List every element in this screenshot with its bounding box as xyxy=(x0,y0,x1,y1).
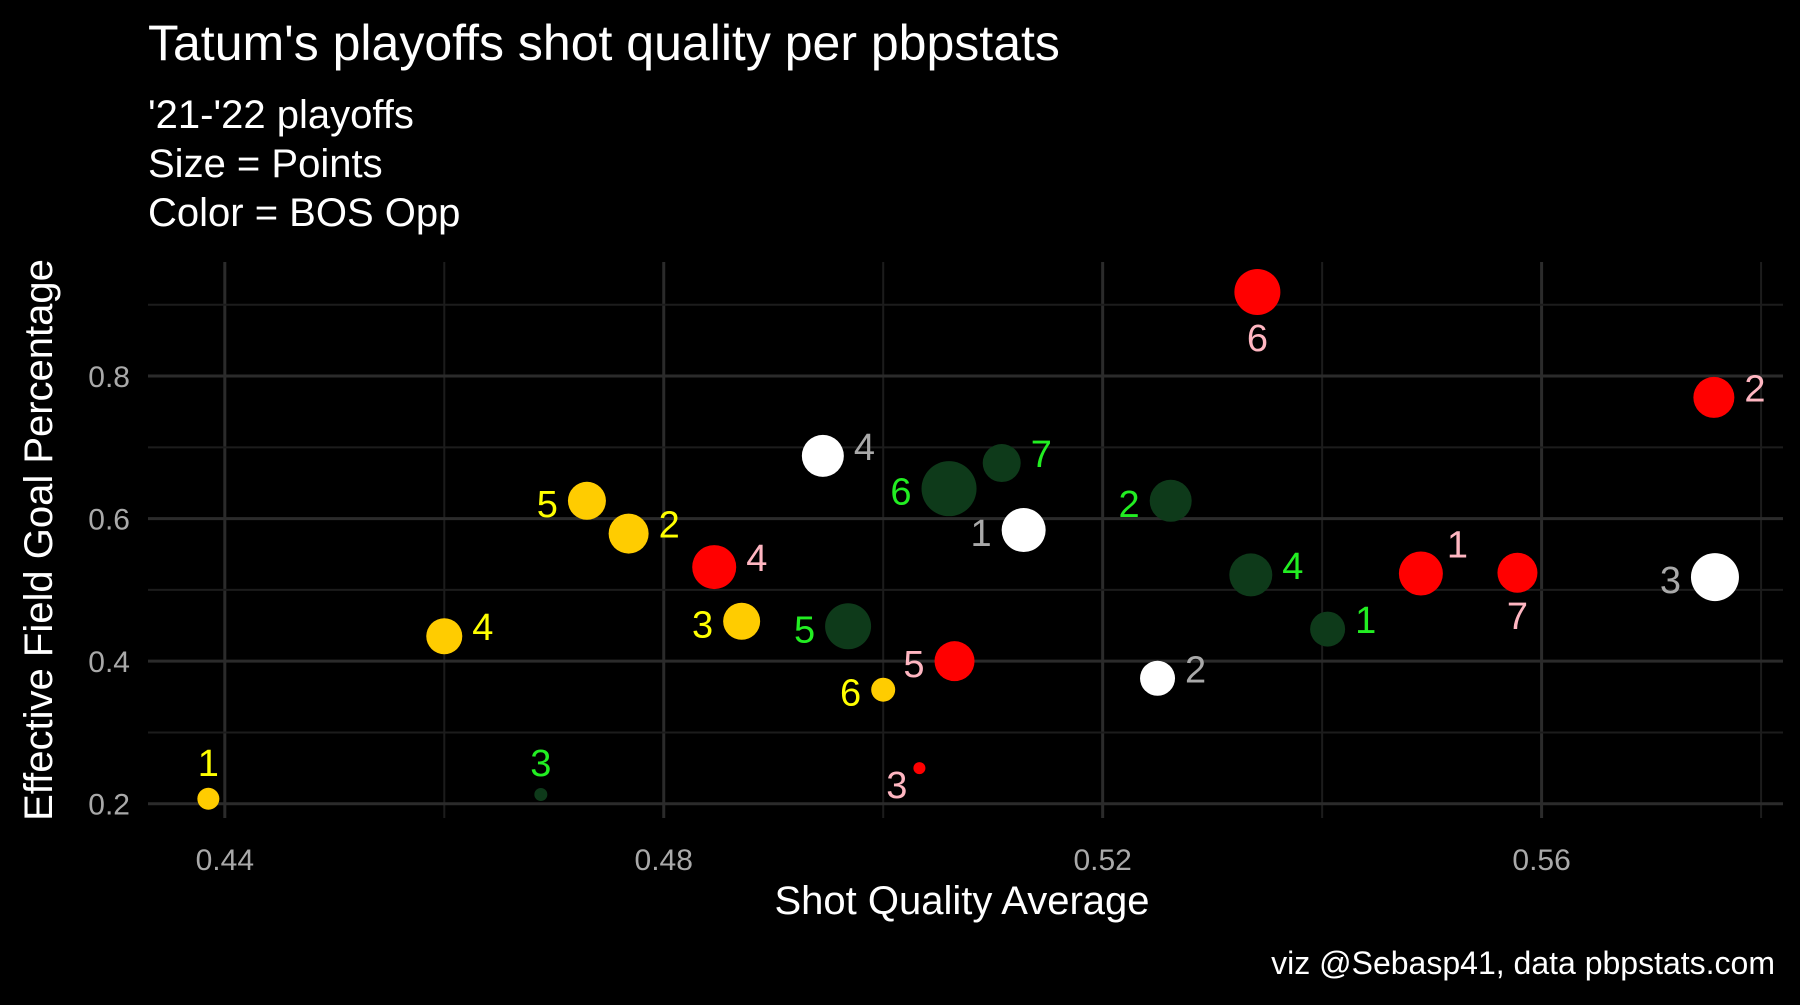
data-point-label: 2 xyxy=(1185,649,1206,691)
data-point-label: 7 xyxy=(1031,434,1052,476)
data-point xyxy=(1234,268,1281,315)
x-tick-label: 0.52 xyxy=(1073,844,1131,877)
data-point-label: 3 xyxy=(530,743,551,785)
data-point-label: 4 xyxy=(472,607,493,649)
data-point xyxy=(608,513,649,554)
data-point-label: 7 xyxy=(1507,596,1528,638)
data-point-label: 5 xyxy=(794,609,815,651)
data-point-label: 6 xyxy=(840,673,861,715)
data-point-label: 4 xyxy=(854,427,875,469)
data-point xyxy=(1229,553,1273,597)
data-point-label: 2 xyxy=(1119,484,1140,526)
data-point xyxy=(1140,660,1176,696)
chart-subtitle-line-2: Size = Points xyxy=(148,142,383,186)
chart-subtitle-line-3: Color = BOS Opp xyxy=(148,191,460,235)
y-axis-title: Effective Field Goal Percentage xyxy=(17,259,61,821)
data-point-label: 3 xyxy=(692,604,713,646)
data-points xyxy=(197,268,1739,810)
gridlines xyxy=(148,262,1783,818)
data-point-label: 5 xyxy=(537,484,558,526)
data-point xyxy=(1001,508,1046,553)
data-point-label: 6 xyxy=(890,472,911,514)
data-point xyxy=(871,677,896,702)
data-point xyxy=(567,481,606,520)
data-point xyxy=(197,787,220,810)
data-point xyxy=(982,444,1021,483)
y-tick-label: 0.4 xyxy=(88,646,130,679)
data-point-label: 6 xyxy=(1247,318,1268,360)
data-point-label: 1 xyxy=(1355,600,1376,642)
x-tick-label: 0.48 xyxy=(635,844,693,877)
data-point xyxy=(1693,376,1735,418)
data-point xyxy=(692,545,737,590)
axis-ticks: 0.44 0.48 0.52 0.56 0.2 0.4 0.6 0.8 xyxy=(88,361,1571,877)
data-point xyxy=(825,603,872,650)
data-point-label: 4 xyxy=(1282,546,1303,588)
data-point xyxy=(1497,552,1538,593)
chart-title: Tatum's playoffs shot quality per pbpsta… xyxy=(148,15,1060,71)
data-point xyxy=(426,618,463,655)
x-tick-label: 0.56 xyxy=(1512,844,1570,877)
data-point-label: 2 xyxy=(1744,368,1765,410)
data-point-label: 3 xyxy=(886,765,907,807)
data-point xyxy=(934,641,975,682)
chart-caption: viz @Sebasp41, data pbpstats.com xyxy=(1271,945,1775,981)
data-point-label: 1 xyxy=(198,743,219,785)
data-point-label: 2 xyxy=(659,505,680,547)
y-tick-label: 0.8 xyxy=(88,361,130,394)
data-point-label: 1 xyxy=(971,513,992,555)
data-point xyxy=(1398,551,1443,596)
data-point-label: 1 xyxy=(1447,525,1468,567)
y-tick-label: 0.2 xyxy=(88,789,130,822)
y-tick-label: 0.6 xyxy=(88,504,130,537)
chart-subtitle-line-1: '21-'22 playoffs xyxy=(148,93,414,137)
data-point xyxy=(1690,553,1739,602)
data-point xyxy=(913,762,926,775)
data-point xyxy=(801,434,844,477)
data-point-label: 4 xyxy=(746,538,767,580)
data-point-label: 5 xyxy=(903,644,924,686)
data-point xyxy=(1310,611,1346,647)
data-point xyxy=(534,787,548,801)
x-axis-title: Shot Quality Average xyxy=(774,879,1149,923)
data-point xyxy=(921,461,977,517)
data-point-label: 3 xyxy=(1660,560,1681,602)
x-tick-label: 0.44 xyxy=(196,844,254,877)
data-point xyxy=(723,602,761,640)
data-point xyxy=(1149,479,1192,522)
